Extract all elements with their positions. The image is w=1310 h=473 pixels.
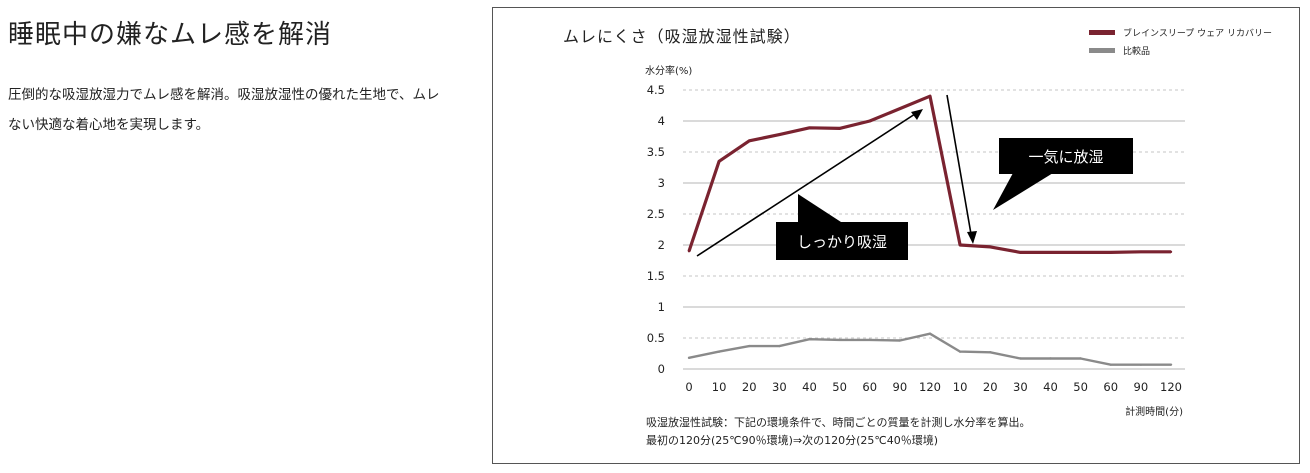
data-point-product	[1139, 250, 1143, 254]
legend-label-product: ブレインスリープ ウェア リカバリー	[1123, 27, 1272, 39]
data-point-comparison	[717, 350, 721, 353]
data-point-product	[1079, 251, 1082, 254]
legend-swatch-comparison	[1089, 48, 1115, 53]
absorb-arrow	[696, 113, 916, 257]
data-point-comparison	[838, 338, 841, 342]
release-arrow-head	[967, 231, 977, 244]
x-tick-label: 120	[1160, 380, 1182, 394]
data-point-product	[808, 126, 811, 130]
data-point-product	[898, 107, 902, 110]
chart-note-2: 最初の120分(25℃90％環境)⇒次の120分(25℃40％環境)	[646, 433, 938, 447]
x-tick-label: 60	[862, 380, 877, 394]
data-point-comparison	[1109, 363, 1112, 366]
x-tick-label: 50	[832, 380, 847, 394]
callout-absorb-box	[776, 222, 908, 260]
y-axis-label: 水分率(%)	[645, 64, 692, 77]
callout-release-box	[999, 138, 1133, 174]
chart-note-1: 吸湿放湿性試験：下記の環境条件で、時間ごとの質量を計測し水分率を算出。	[646, 415, 1030, 429]
data-point-product	[958, 243, 962, 247]
x-tick-label: 90	[893, 380, 908, 394]
data-point-comparison	[778, 344, 781, 348]
page-description: 圧倒的な吸湿放湿力でムレ感を解消。吸湿放湿性の優れた生地で、ムレない快適な着心地…	[8, 87, 440, 133]
y-tick-label: 4	[658, 114, 665, 128]
x-tick-label: 10	[712, 380, 727, 394]
x-tick-label: 20	[983, 380, 998, 394]
y-tick-label: 3	[658, 176, 665, 190]
y-tick-label: 2	[658, 238, 665, 252]
data-point-comparison	[958, 350, 962, 353]
data-point-comparison	[1139, 363, 1143, 366]
data-point-product	[1019, 251, 1022, 254]
x-tick-label: 50	[1073, 380, 1088, 394]
moisture-chart: ムレにくさ（吸湿放湿性試験） ブレインスリープ ウェア リカバリー 比較品 水分…	[563, 27, 1272, 447]
data-point-product	[868, 119, 871, 123]
x-tick-label: 120	[919, 380, 941, 394]
callout-absorb-text: しっかり吸湿	[797, 233, 887, 251]
data-point-comparison	[868, 338, 871, 342]
y-tick-label: 0	[658, 362, 665, 376]
data-point-product	[778, 133, 781, 136]
callout-release-text: 一気に放湿	[1028, 148, 1103, 166]
data-point-comparison	[898, 339, 902, 342]
data-point-comparison	[748, 344, 751, 348]
x-tick-label: 30	[1013, 380, 1028, 394]
data-point-comparison	[989, 351, 992, 354]
chart-title: ムレにくさ（吸湿放湿性試験）	[563, 27, 801, 46]
data-point-product	[1169, 250, 1173, 254]
data-point-comparison	[1169, 363, 1173, 366]
absorb-arrow-head	[911, 109, 923, 120]
legend-swatch-product	[1089, 30, 1115, 35]
callout-absorb-pointer	[798, 194, 841, 222]
x-tick-label: 90	[1134, 380, 1149, 394]
y-tick-label: 2.5	[647, 207, 665, 221]
data-point-product	[1049, 251, 1052, 254]
data-point-comparison	[928, 332, 932, 335]
x-tick-label: 60	[1103, 380, 1118, 394]
x-tick-label: 40	[802, 380, 817, 394]
y-tick-label: 3.5	[647, 145, 665, 159]
y-tick-label: 1	[658, 300, 665, 314]
chart-frame: ムレにくさ（吸湿放湿性試験） ブレインスリープ ウェア リカバリー 比較品 水分…	[492, 7, 1300, 464]
y-tick-label: 0.5	[647, 331, 665, 345]
y-tick-label: 4.5	[647, 83, 665, 97]
callout-release-pointer	[993, 173, 1053, 210]
data-point-comparison	[1049, 357, 1052, 360]
data-point-product	[717, 160, 721, 163]
data-point-comparison	[808, 338, 811, 341]
legend-label-comparison: 比較品	[1123, 45, 1150, 57]
data-point-comparison	[687, 356, 691, 360]
release-arrow	[946, 94, 972, 235]
data-point-comparison	[1019, 357, 1022, 360]
x-tick-label: 10	[953, 380, 968, 394]
x-tick-label: 0	[685, 380, 692, 394]
y-tick-label: 1.5	[647, 269, 665, 283]
data-point-product	[687, 250, 691, 253]
page-heading: 睡眠中の嫌なムレ感を解消	[8, 20, 333, 50]
series-line-product	[687, 94, 1171, 254]
data-point-product	[989, 245, 992, 249]
data-point-comparison	[1079, 357, 1082, 360]
x-tick-label: 30	[772, 380, 787, 394]
x-tick-label: 40	[1043, 380, 1058, 394]
x-axis-label: 計測時間(分)	[1125, 405, 1183, 418]
data-point-product	[1109, 251, 1112, 254]
data-point-product	[838, 127, 841, 130]
x-tick-label: 20	[742, 380, 757, 394]
data-point-product	[748, 139, 751, 143]
data-point-product	[928, 95, 932, 98]
